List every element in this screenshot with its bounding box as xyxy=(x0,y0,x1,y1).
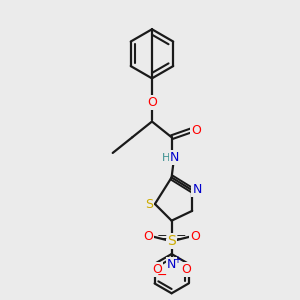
Text: −: − xyxy=(157,269,167,282)
Text: O: O xyxy=(190,230,200,243)
Text: O: O xyxy=(191,124,201,137)
Text: O: O xyxy=(147,96,157,110)
Text: N: N xyxy=(170,152,179,164)
Text: +: + xyxy=(173,255,181,265)
Text: N: N xyxy=(192,183,202,196)
Text: S: S xyxy=(167,234,176,248)
Text: =: = xyxy=(176,231,187,244)
Text: O: O xyxy=(143,230,153,243)
Text: O: O xyxy=(152,263,162,276)
Text: =: = xyxy=(157,231,167,244)
Text: S: S xyxy=(145,199,153,212)
Text: H: H xyxy=(161,153,170,163)
Text: O: O xyxy=(182,263,191,276)
Text: N: N xyxy=(167,258,176,271)
